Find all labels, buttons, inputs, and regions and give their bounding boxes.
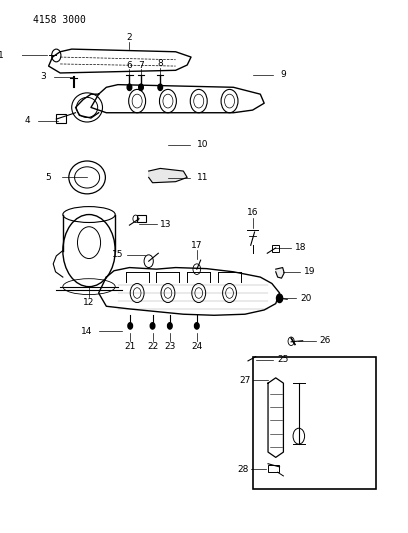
Text: 17: 17 xyxy=(191,241,202,250)
Text: 11: 11 xyxy=(197,173,208,182)
Text: 21: 21 xyxy=(124,342,136,351)
Polygon shape xyxy=(276,268,284,278)
Bar xyxy=(137,215,146,222)
Bar xyxy=(56,114,66,123)
Text: 7: 7 xyxy=(138,61,144,69)
Text: 5: 5 xyxy=(46,173,51,182)
Text: 2: 2 xyxy=(126,33,132,42)
Text: 8: 8 xyxy=(157,60,163,68)
Text: 18: 18 xyxy=(295,244,306,253)
Text: 19: 19 xyxy=(304,268,315,276)
Circle shape xyxy=(150,322,155,329)
Circle shape xyxy=(195,322,199,329)
Text: 23: 23 xyxy=(164,342,175,351)
Text: 26: 26 xyxy=(319,336,331,345)
Text: 3: 3 xyxy=(40,72,46,81)
Circle shape xyxy=(168,322,172,329)
Circle shape xyxy=(127,84,132,91)
Bar xyxy=(253,357,260,363)
Text: 4158 3000: 4158 3000 xyxy=(33,14,86,25)
Text: 27: 27 xyxy=(239,376,251,385)
Text: 24: 24 xyxy=(191,342,202,351)
Text: 13: 13 xyxy=(160,220,172,229)
Circle shape xyxy=(158,84,162,91)
Text: 10: 10 xyxy=(197,140,208,149)
Bar xyxy=(272,245,279,252)
Text: 15: 15 xyxy=(112,251,124,260)
Circle shape xyxy=(139,84,143,91)
Text: 28: 28 xyxy=(238,465,249,473)
Text: 25: 25 xyxy=(277,356,288,365)
Text: 4: 4 xyxy=(24,116,30,125)
Text: 22: 22 xyxy=(147,342,158,351)
Text: 20: 20 xyxy=(300,294,311,303)
Text: 6: 6 xyxy=(126,61,132,69)
Text: 14: 14 xyxy=(82,327,93,336)
Circle shape xyxy=(128,322,133,329)
Text: 16: 16 xyxy=(247,208,258,217)
Circle shape xyxy=(277,294,283,303)
Text: 12: 12 xyxy=(83,298,95,307)
Text: 1: 1 xyxy=(0,51,3,60)
Bar xyxy=(268,465,279,472)
Polygon shape xyxy=(149,168,187,183)
Text: 9: 9 xyxy=(281,70,286,79)
Bar xyxy=(253,357,376,489)
